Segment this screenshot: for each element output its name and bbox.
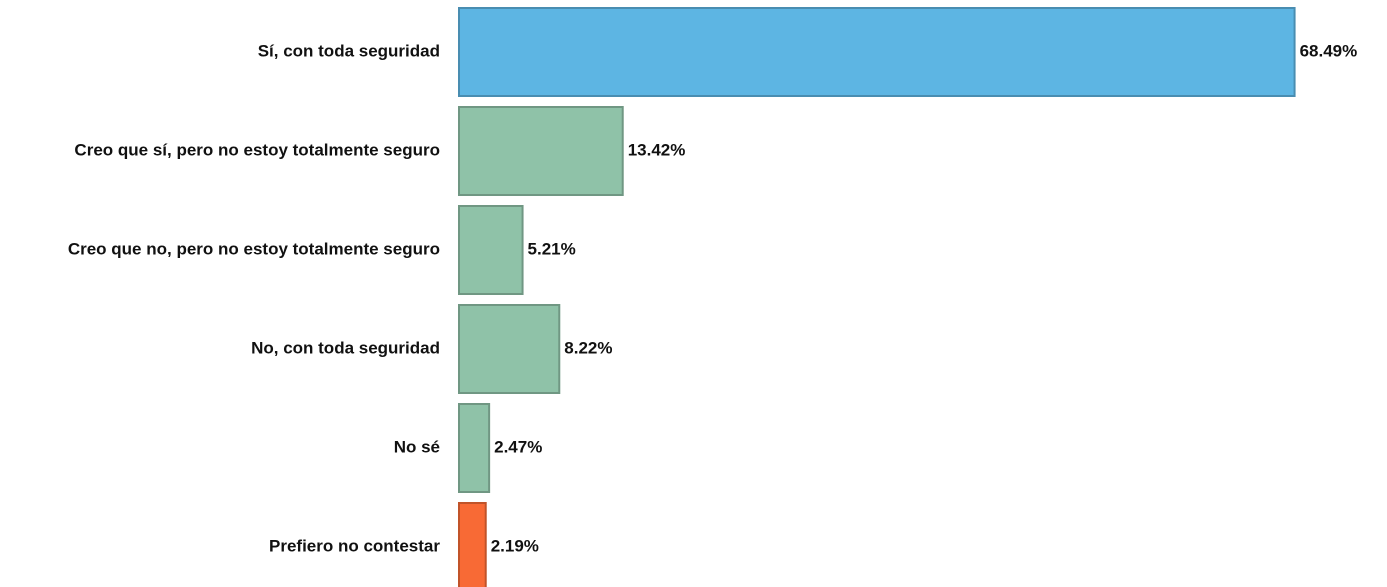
value-label: 2.47% xyxy=(494,437,542,456)
category-label: No, con toda seguridad xyxy=(251,338,440,357)
category-label: Prefiero no contestar xyxy=(269,536,440,555)
bar xyxy=(458,304,561,394)
value-label: 8.22% xyxy=(564,338,612,357)
bar xyxy=(458,403,491,493)
bar xyxy=(458,106,624,196)
category-label: Creo que no, pero no estoy totalmente se… xyxy=(68,239,440,258)
bar xyxy=(458,205,524,295)
value-label: 2.19% xyxy=(491,536,539,555)
value-label: 5.21% xyxy=(528,239,576,258)
category-label: Sí, con toda seguridad xyxy=(258,41,440,60)
bar xyxy=(458,502,487,587)
value-label: 68.49% xyxy=(1300,41,1358,60)
bar xyxy=(458,7,1296,97)
category-label: No sé xyxy=(394,437,440,456)
value-label: 13.42% xyxy=(628,140,686,159)
category-label: Creo que sí, pero no estoy totalmente se… xyxy=(74,140,440,159)
